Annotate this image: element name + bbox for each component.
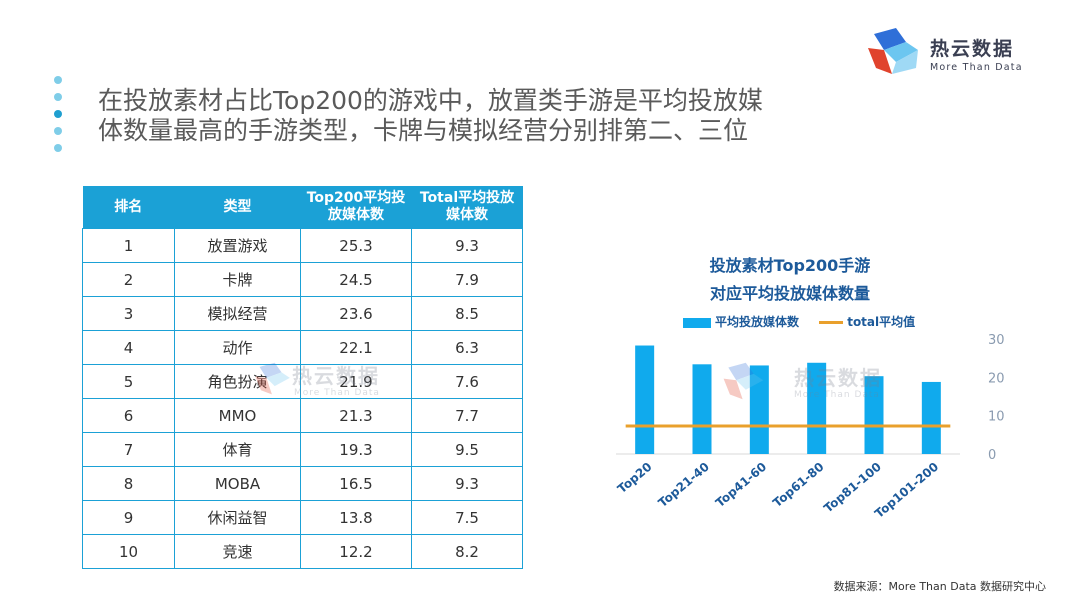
type-cell: MMO [174,398,301,433]
header-total-avg: Total平均投放 媒体数 [411,186,523,229]
bar-top81-100 [864,376,884,454]
total-avg-cell: 7.9 [411,262,523,297]
type-cell: 模拟经营 [174,296,301,331]
x-tick-label: Top61-80 [770,460,826,510]
type-cell: MOBA [174,466,301,501]
data-source-note: 数据来源：More Than Data 数据研究中心 [833,580,1046,593]
legend-swatch-bar [683,317,711,328]
title-line-1: 在投放素材占比Top200的游戏中，放置类手游是平均投放媒 [98,86,763,115]
legend-label-bar: 平均投放媒体数 [715,315,800,329]
slide-title: 在投放素材占比Top200的游戏中，放置类手游是平均投放媒 体数量最高的手游类型… [98,86,838,146]
total-avg-cell: 8.5 [411,296,523,331]
top200-avg-cell: 16.5 [300,466,412,501]
brand-logo: 热云数据 More Than Data [866,28,1046,84]
top200-avg-cell: 23.6 [300,296,412,331]
top200-avg-cell: 12.2 [300,534,412,569]
rank-cell: 2 [82,262,175,297]
header-rank: 排名 [82,186,175,229]
top200-avg-cell: 19.3 [300,432,412,467]
title-line-2: 体数量最高的手游类型，卡牌与模拟经营分别排第二、三位 [98,116,749,145]
table-row: 10 竞速 12.2 8.2 [82,534,523,569]
table-row: 6 MMO 21.3 7.7 [82,398,523,433]
total-avg-cell: 9.5 [411,432,523,467]
header-type: 类型 [174,186,301,229]
bar-top61-80 [807,362,827,454]
total-avg-cell: 7.5 [411,500,523,535]
chart-title-line-2: 对应平均投放媒体数量 [709,284,870,303]
top200-avg-cell: 24.5 [300,262,412,297]
legend-label-line: total平均值 [847,315,916,329]
slide-dot [54,127,62,135]
slide-dot [54,93,62,101]
top200-avg-cell: 22.1 [300,330,412,365]
top200-avg-cell: 21.9 [300,364,412,399]
slide-dots [54,76,64,161]
table-row: 9 休闲益智 13.8 7.5 [82,500,523,535]
legend-swatch-line [819,321,844,324]
logo-mark-icon [868,28,918,74]
type-cell: 卡牌 [174,262,301,297]
rank-cell: 7 [82,432,175,467]
total-avg-cell: 9.3 [411,228,523,263]
header-top200-avg: Top200平均投 放媒体数 [300,186,412,229]
logo-name: 热云数据 [930,38,1015,60]
rank-cell: 10 [82,534,175,569]
rank-cell: 6 [82,398,175,433]
top200-avg-cell: 25.3 [300,228,412,263]
y-tick-label: 10 [988,410,1005,425]
bar-top20 [635,345,655,454]
table-header-row: 排名 类型 Top200平均投 放媒体数 Total平均投放 媒体数 [82,186,523,229]
top200-avg-cell: 21.3 [300,398,412,433]
table-row: 7 体育 19.3 9.5 [82,432,523,467]
rank-cell: 5 [82,364,175,399]
slide-dot [54,76,62,84]
type-cell: 竞速 [174,534,301,569]
total-avg-cell: 7.7 [411,398,523,433]
chart-title-line-1: 投放素材Top200手游 [709,256,871,275]
type-cell: 角色扮演 [174,364,301,399]
total-avg-cell: 7.6 [411,364,523,399]
rank-cell: 9 [82,500,175,535]
total-avg-cell: 9.3 [411,466,523,501]
table-row: 8 MOBA 16.5 9.3 [82,466,523,501]
x-tick-label: Top20 [615,460,655,497]
table-body: 1 放置游戏 25.3 9.3 2 卡牌 24.5 7.9 3 模拟经营 23.6 8.5 4 动作 22.… [82,228,523,569]
chart-title: 投放素材Top200手游 对应平均投放媒体数量 [640,252,940,308]
top200-avg-cell: 13.8 [300,500,412,535]
logo-tagline: More Than Data [930,62,1023,73]
table-row: 1 放置游戏 25.3 9.3 [82,228,523,263]
rank-cell: 1 [82,228,175,263]
table-row: 5 角色扮演 21.9 7.6 [82,364,523,399]
x-tick-label: Top41-60 [713,460,769,510]
type-cell: 休闲益智 [174,500,301,535]
rank-cell: 8 [82,466,175,501]
y-tick-label: 30 [988,333,1005,348]
chart-legend: 平均投放媒体数 total平均值 [683,313,915,330]
table-row: 3 模拟经营 23.6 8.5 [82,296,523,331]
total-avg-cell: 8.2 [411,534,523,569]
bar-top101-200 [921,381,941,454]
total-avg-cell: 6.3 [411,330,523,365]
y-tick-label: 20 [988,371,1005,386]
slide-dot [54,144,62,152]
bar-top21-40 [692,364,712,454]
bar-top41-60 [749,365,769,454]
type-cell: 体育 [174,432,301,467]
x-tick-label: Top21-40 [656,460,712,510]
slide-dot-active [54,110,62,118]
rank-cell: 4 [82,330,175,365]
type-cell: 动作 [174,330,301,365]
y-tick-label: 0 [988,448,996,463]
rank-cell: 3 [82,296,175,331]
type-cell: 放置游戏 [174,228,301,263]
ranking-table: 排名 类型 Top200平均投 放媒体数 Total平均投放 媒体数 1 放置游戏 25… [82,186,523,569]
table-row: 2 卡牌 24.5 7.9 [82,262,523,297]
table-row: 4 动作 22.1 6.3 [82,330,523,365]
